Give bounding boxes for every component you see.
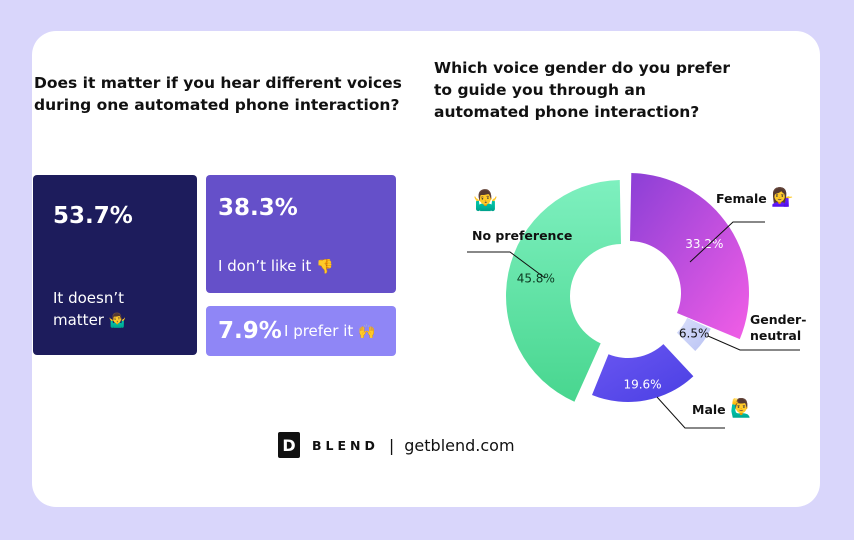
slice-no-preference-value-label: 45.8% [517, 271, 555, 285]
tile-dont-like: 38.3% I don’t like it 👎 [206, 175, 396, 293]
label-gender-neutral: Gender- neutral [750, 312, 807, 343]
person-tipping-hand-icon: 💁‍♀️ [771, 187, 794, 208]
tile-prefer-pct: 7.9% [218, 318, 282, 344]
tile-dont-like-pct: 38.3% [218, 195, 298, 221]
person-raising-hand-icon: 🙋‍♂️ [730, 398, 753, 419]
blend-logo-icon: D [278, 432, 300, 458]
leader-neutral [707, 335, 800, 351]
footer-separator: | [388, 435, 395, 455]
tile-prefer-label: I prefer it [284, 322, 354, 340]
slice-female [629, 173, 749, 340]
leader-none [467, 251, 546, 279]
tile-dont-like-label: I don’t like it [218, 257, 312, 275]
tile-doesnt-matter-pct: 53.7% [53, 203, 133, 229]
slice-male [592, 344, 694, 403]
slice-gender-neutral-value-label: 6.5% [679, 327, 710, 341]
shrug-icon: 🤷‍♂️ [108, 313, 127, 329]
slice-male-value-label: 19.6% [623, 378, 661, 392]
slice-gender-neutral [676, 317, 711, 352]
left-question-title: Does it matter if you hear different voi… [34, 74, 402, 114]
tile-prefer: 7.9% I prefer it 🙌 [206, 306, 396, 356]
tile-doesnt-matter: 53.7% It doesn’t matter 🤷‍♂️ [33, 175, 197, 355]
raised-hands-icon: 🙌 [358, 324, 376, 340]
thumbs-down-icon: 👎 [316, 259, 334, 275]
footer-url[interactable]: getblend.com [404, 435, 515, 455]
right-question-title: Which voice gender do you prefer to guid… [434, 59, 730, 121]
label-no-preference: No preference [472, 228, 573, 243]
slice-no-preference [506, 180, 622, 402]
footer: D BLEND | getblend.com [278, 430, 515, 460]
shrug-icon: 🤷‍♂️ [473, 188, 498, 212]
brand-name: BLEND [312, 437, 379, 453]
tile-doesnt-matter-label: It doesn’t matter [53, 289, 124, 329]
label-female: Female 💁‍♀️ [716, 187, 794, 208]
leader-male [656, 396, 725, 429]
label-male: Male 🙋‍♂️ [692, 398, 753, 419]
leader-female [689, 221, 765, 263]
